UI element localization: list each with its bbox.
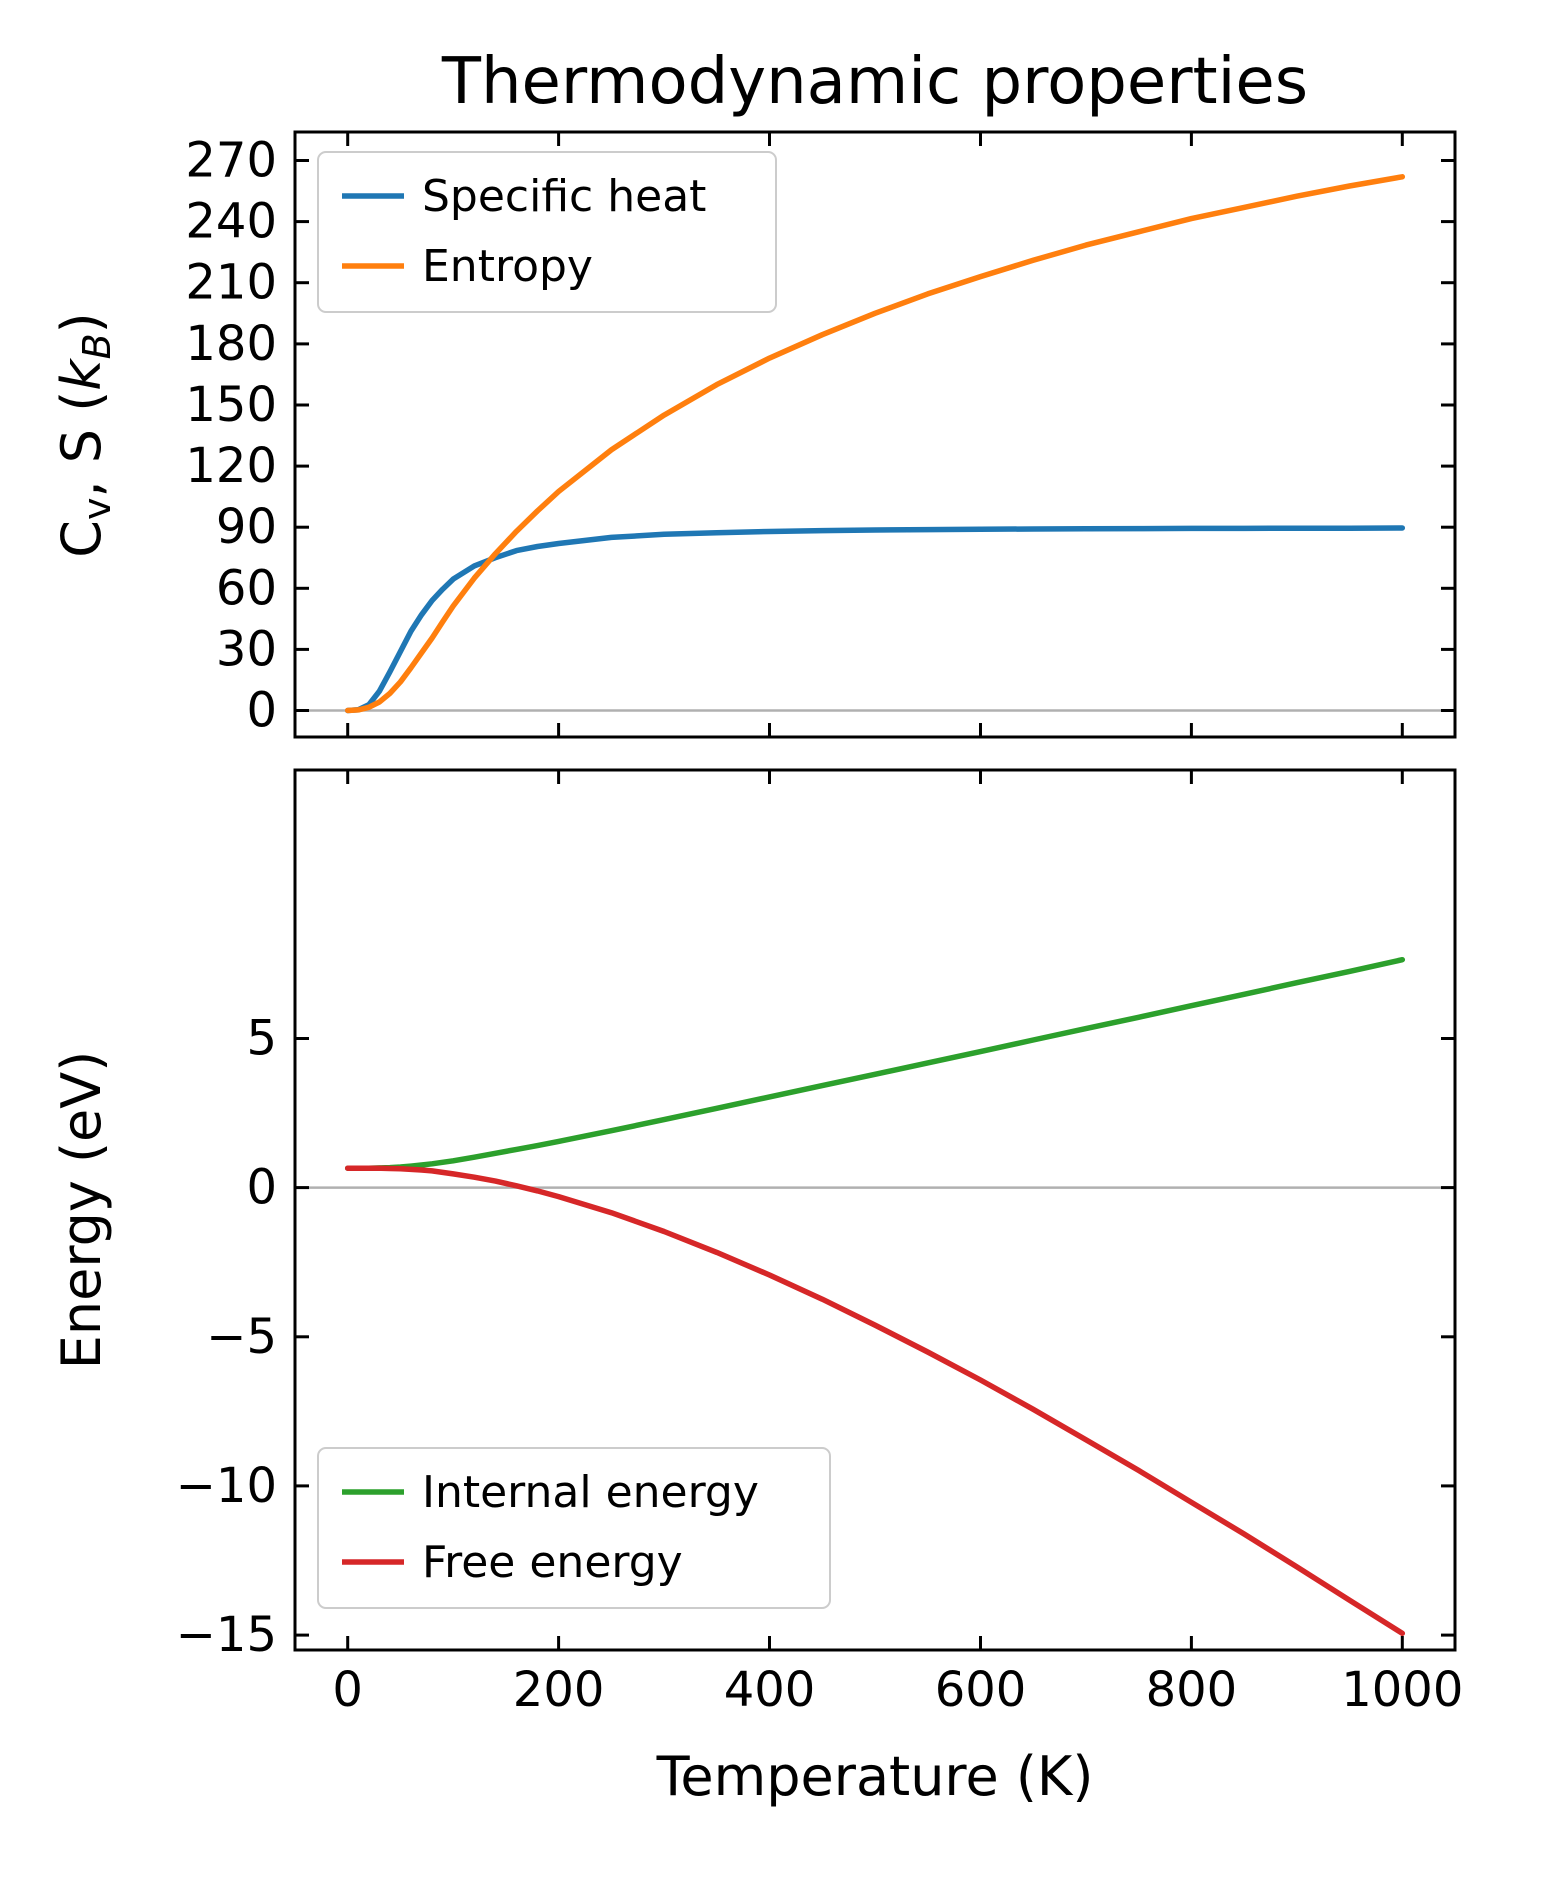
legend-label-internal-energy: Internal energy <box>422 1467 759 1518</box>
curve-internal-energy <box>344 956 1406 1171</box>
legend-label-entropy: Entropy <box>422 241 593 292</box>
y-tick-label: −15 <box>176 1607 277 1663</box>
bottom-y-axis-label: Energy (eV) <box>50 1051 113 1370</box>
y-tick-label: 120 <box>185 438 277 494</box>
y-tick-label: 5 <box>246 1011 277 1067</box>
y-tick-label: 60 <box>216 560 277 616</box>
y-tick-label: −5 <box>206 1309 277 1365</box>
y-tick-label: 30 <box>216 621 277 677</box>
curve-entropy <box>344 174 1406 714</box>
top-y-axis-label: Cv, S (kB) <box>50 312 119 558</box>
y-tick-label: 270 <box>185 133 277 189</box>
y-tick-label: 0 <box>246 1160 277 1216</box>
y-tick-label: 150 <box>185 377 277 433</box>
legend-box <box>317 151 777 313</box>
legend-box <box>317 1447 831 1609</box>
x-tick-label: 600 <box>935 1662 1027 1718</box>
y-tick-label: 210 <box>185 255 277 311</box>
x-tick-label: 400 <box>724 1662 816 1718</box>
x-axis-label: Temperature (K) <box>656 1745 1094 1808</box>
legend-label-free-energy: Free energy <box>422 1537 683 1588</box>
x-tick-label: 0 <box>332 1662 363 1718</box>
curve-free-energy <box>344 1165 1406 1637</box>
axes-frame <box>293 130 1457 739</box>
x-tick-label: 1000 <box>1341 1662 1463 1718</box>
y-tick-label: −10 <box>176 1458 277 1514</box>
legend-label-specific-heat: Specific heat <box>422 171 706 222</box>
y-tick-label: 0 <box>246 683 277 739</box>
y-tick-label: 240 <box>185 194 277 250</box>
x-tick-label: 200 <box>513 1662 605 1718</box>
chart-title: Thermodynamic properties <box>441 45 1308 119</box>
y-tick-label: 180 <box>185 316 277 372</box>
y-tick-label: 90 <box>216 499 277 555</box>
curve-specific-heat <box>344 525 1406 714</box>
axes-frame <box>293 768 1457 1652</box>
x-tick-label: 800 <box>1146 1662 1238 1718</box>
